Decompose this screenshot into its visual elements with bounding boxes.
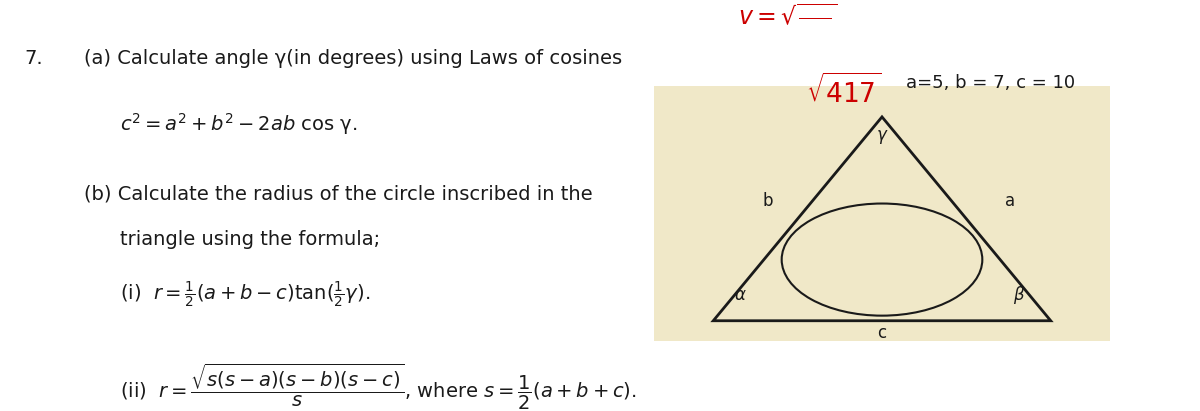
Text: (ii)  $r =\dfrac{\sqrt{s(s-a)(s-b)(s-c)}}{s}$, where $s = \dfrac{1}{2}(a + b + c: (ii) $r =\dfrac{\sqrt{s(s-a)(s-b)(s-c)}}… [120, 362, 637, 411]
Bar [654, 86, 1110, 341]
Text: (i)  $r = \frac{1}{2}(a + b - c)\tan(\frac{1}{2}\gamma)$.: (i) $r = \frac{1}{2}(a + b - c)\tan(\fra… [120, 279, 370, 309]
Text: 7.: 7. [24, 49, 43, 68]
Text: c: c [877, 325, 887, 342]
Text: b: b [763, 192, 773, 210]
Text: $\beta$: $\beta$ [1013, 284, 1025, 306]
Text: $\gamma$: $\gamma$ [876, 128, 888, 146]
Text: triangle using the formula;: triangle using the formula; [120, 230, 380, 249]
Text: $v = \sqrt{\dfrac{\ \ }{\ \ \ \ }}$: $v = \sqrt{\dfrac{\ \ }{\ \ \ \ }}$ [738, 4, 838, 30]
Text: (b) Calculate the radius of the circle inscribed in the: (b) Calculate the radius of the circle i… [84, 185, 593, 204]
Text: $\sqrt{417}$: $\sqrt{417}$ [806, 74, 882, 109]
Text: a: a [1004, 192, 1015, 210]
Text: $c^2 = a^2 + b^2 - 2ab$ cos γ.: $c^2 = a^2 + b^2 - 2ab$ cos γ. [120, 111, 358, 137]
Text: $\alpha$: $\alpha$ [734, 286, 746, 304]
Text: a=5, b = 7, c = 10: a=5, b = 7, c = 10 [906, 74, 1075, 92]
Text: (a) Calculate angle γ(in degrees) using Laws of cosines: (a) Calculate angle γ(in degrees) using … [84, 49, 622, 68]
